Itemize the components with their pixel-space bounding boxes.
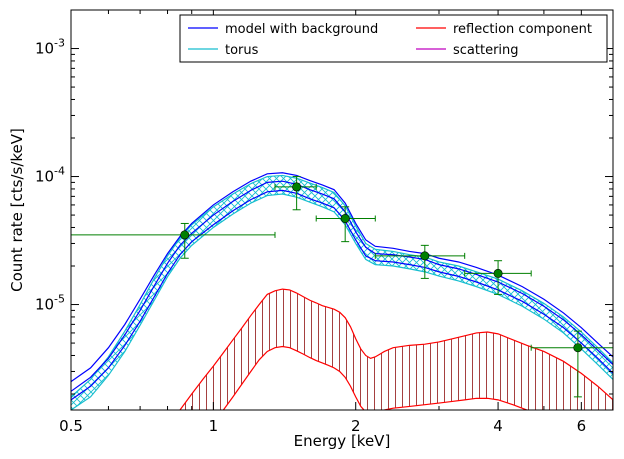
data-marker (573, 343, 583, 353)
model-mid-line (71, 180, 613, 392)
legend-box (179, 14, 608, 63)
model-lower-line (71, 189, 613, 401)
legend-label: model with background (225, 22, 378, 37)
legend-label: reflection component (453, 22, 592, 37)
y-tick-label: 10-5 (35, 293, 65, 314)
data-point (274, 176, 317, 211)
data-point (315, 206, 376, 243)
data-marker (292, 182, 302, 192)
x-tick-label: 1 (209, 417, 219, 435)
torus-upper-line (71, 174, 613, 398)
y-tick-label: 10-4 (35, 165, 65, 186)
data-marker (180, 230, 190, 240)
legend-label: torus (225, 43, 259, 58)
reflection-band (179, 289, 613, 410)
legend-label: scattering (453, 43, 519, 58)
x-tick-label: 4 (493, 417, 503, 435)
y-tick-label: 10-3 (35, 37, 65, 58)
data-marker (493, 268, 503, 278)
model-upper-line (71, 172, 613, 383)
data-point (374, 244, 466, 279)
y-axis-label: Count rate [cts/s/keV] (8, 128, 26, 292)
reflection-upper-line (179, 288, 613, 410)
reflection-lower-line (222, 345, 528, 410)
data-point (530, 330, 613, 398)
data-point (71, 222, 276, 259)
x-tick-label: 2 (351, 417, 361, 435)
data-marker (420, 251, 430, 261)
data-point (464, 260, 532, 295)
data-marker (340, 214, 350, 224)
plot-frame (70, 9, 614, 411)
torus-lower-line (71, 193, 613, 410)
x-tick-label: 6 (577, 417, 587, 435)
x-axis-label: Energy [keV] (294, 432, 391, 450)
x-tick-label: 0.5 (59, 417, 83, 435)
